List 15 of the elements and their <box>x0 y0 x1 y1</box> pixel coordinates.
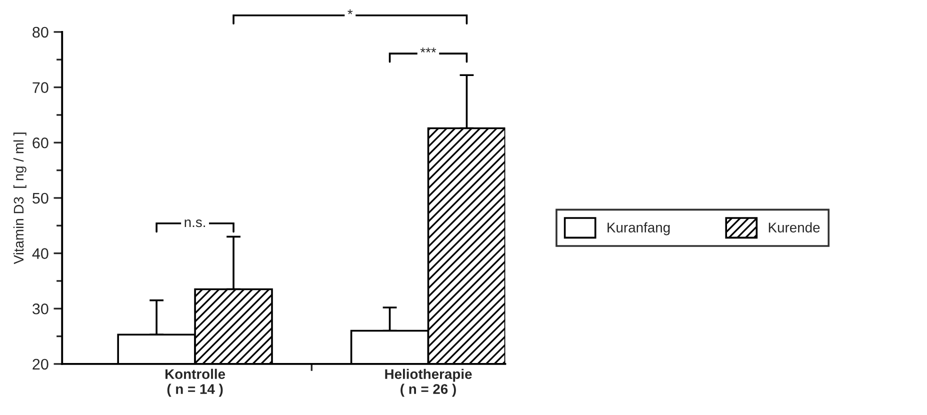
y-tick-label: 50 <box>32 192 48 204</box>
legend-label: Kuranfang <box>608 222 670 236</box>
y-tick-label: 70 <box>32 82 48 93</box>
x-tick-label: Heliotherapie ( n = 26 ) <box>385 368 472 397</box>
y-axis-title: Vitamin D3 [ ng / ml ] <box>13 132 26 264</box>
y-tick-label: 60 <box>32 137 48 148</box>
annotation: *** <box>420 48 436 52</box>
y-tick-label: 80 <box>32 26 48 38</box>
y-tick-label: 20 <box>32 358 48 370</box>
y-tick-label: 30 <box>32 303 48 314</box>
y-tick-label: 40 <box>32 248 48 259</box>
annotation: n.s. <box>184 220 205 228</box>
x-tick-label: Kontrolle ( n = 14 ) <box>165 368 226 397</box>
text: * <box>348 9 353 14</box>
legend-label: Kurende <box>768 222 820 232</box>
